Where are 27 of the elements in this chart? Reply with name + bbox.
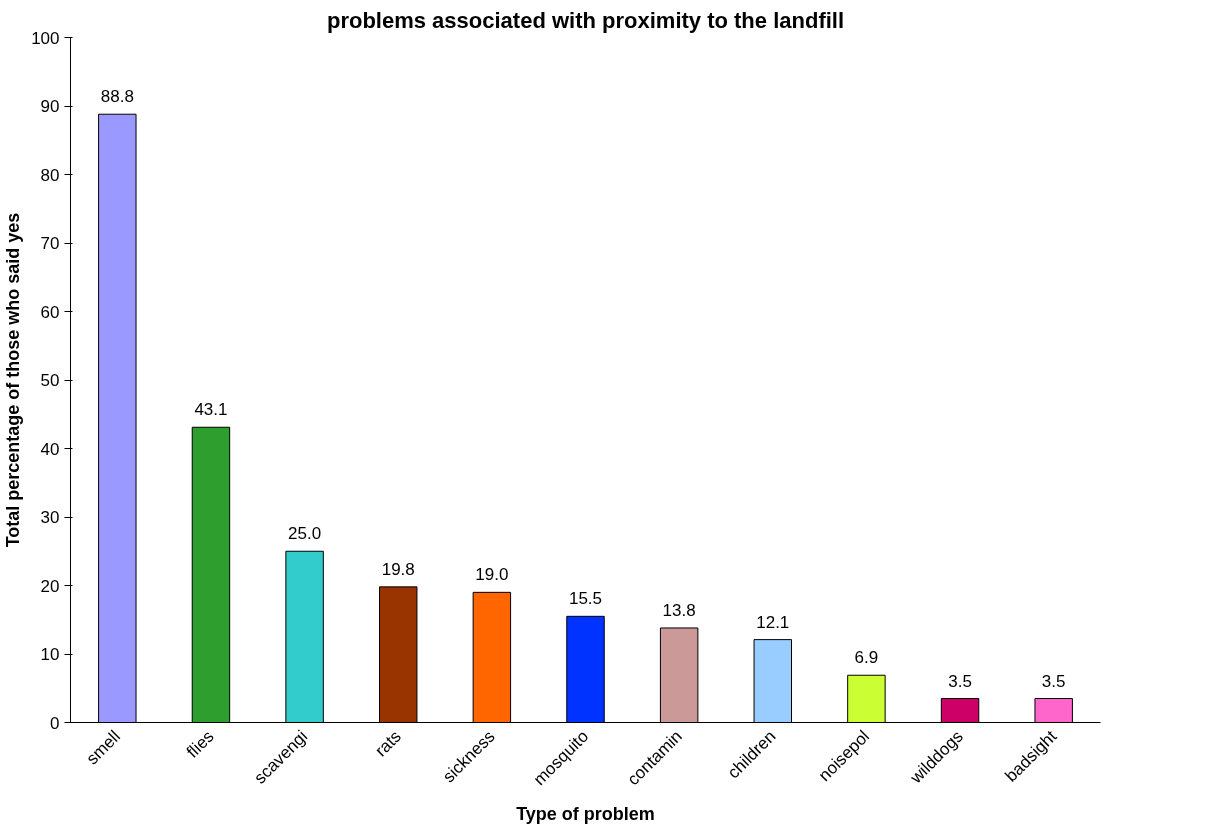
y-tick-label: 90 (40, 97, 60, 116)
y-tick-label: 60 (40, 302, 60, 322)
data-label: 6.9 (854, 648, 879, 668)
y-tick-label: 10 (40, 645, 60, 664)
data-label: 43.1 (194, 400, 228, 420)
x-tick-label: rats (371, 726, 405, 761)
x-tick-label: flies (182, 726, 218, 762)
y-tick-label: 100 (31, 28, 60, 48)
y-tick-label: 0 (50, 713, 60, 733)
y-tick-label: 80 (40, 165, 60, 185)
x-axis-title: Type of problem (516, 803, 655, 824)
y-tick-label: 40 (40, 439, 60, 459)
y-tick-label: 30 (40, 508, 60, 527)
data-label: 15.5 (568, 589, 603, 609)
y-axis-title: Total percentage of those who said yes (3, 212, 24, 548)
data-label: 12.1 (756, 612, 790, 632)
y-tick-label: 50 (40, 371, 60, 390)
data-label: 19.8 (381, 559, 415, 579)
data-label: 88.8 (100, 87, 134, 107)
data-label: 3.5 (1041, 671, 1066, 691)
y-tick-label: 20 (40, 576, 60, 596)
chart-title: problems associated with proximity to the landfill (326, 7, 845, 33)
data-label: 25.0 (288, 524, 322, 544)
y-tick-label: 70 (40, 234, 60, 253)
data-label: 13.8 (662, 600, 696, 620)
data-label: 19.0 (475, 565, 509, 585)
data-label: 3.5 (948, 671, 972, 691)
